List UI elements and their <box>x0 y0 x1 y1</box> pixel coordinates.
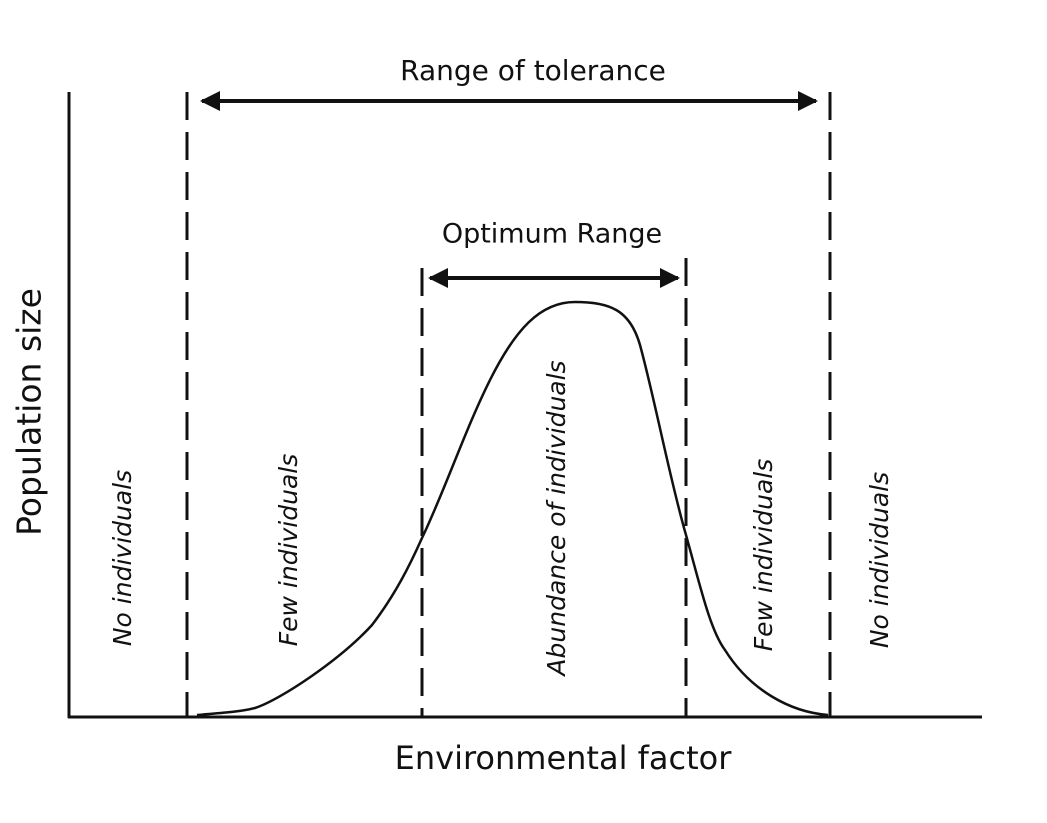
tolerance-label: Range of tolerance <box>400 54 666 87</box>
zone-label: Few individuals <box>749 459 778 652</box>
x-axis-label: Environmental factor <box>395 739 733 777</box>
zone-label: No individuals <box>865 472 894 648</box>
zone-label: Few individuals <box>274 454 303 647</box>
optimum-label: Optimum Range <box>442 219 662 250</box>
y-axis-label: Population size <box>10 288 49 536</box>
zone-label: No individuals <box>108 470 137 646</box>
zone-label: Abundance of individuals <box>542 360 571 677</box>
population-curve <box>196 300 829 717</box>
